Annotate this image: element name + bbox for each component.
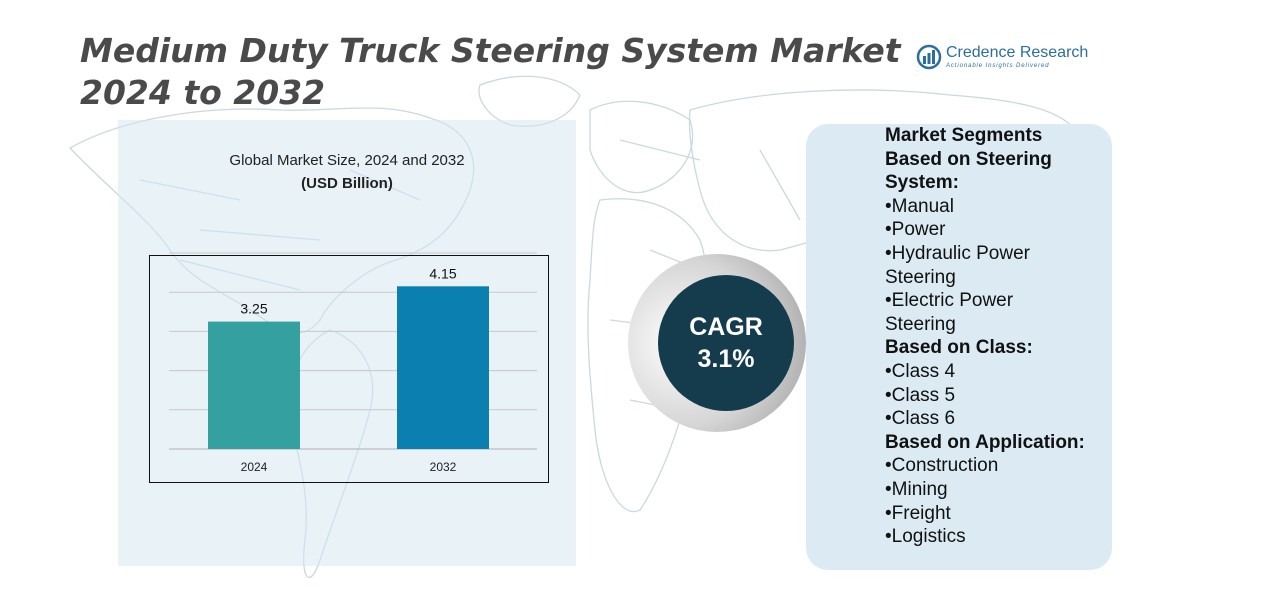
segment-item: •Class 5 bbox=[885, 384, 956, 406]
segment-heading: Based on Class: bbox=[885, 337, 1033, 359]
segment-item: •Freight bbox=[885, 502, 951, 524]
segment-heading: Market Segments bbox=[885, 125, 1043, 146]
brand-name: Credence Research bbox=[946, 44, 1089, 61]
chart-subtitle: (USD Billion) bbox=[301, 175, 393, 192]
segment-item: •Mining bbox=[885, 478, 948, 500]
bar-2032 bbox=[397, 286, 489, 449]
segment-item: •Class 4 bbox=[885, 360, 956, 382]
chart-title: Global Market Size, 2024 and 2032 bbox=[229, 152, 465, 169]
bar-2024 bbox=[208, 321, 300, 449]
segment-item: •Manual bbox=[885, 195, 954, 217]
bar-chart: 3.25 2024 4.15 2032 bbox=[169, 252, 537, 474]
bar-chart-logo-icon bbox=[916, 44, 942, 70]
segment-heading: Based on Steering bbox=[885, 148, 1052, 170]
segment-item: Steering bbox=[885, 313, 956, 335]
segments-panel bbox=[806, 124, 1112, 570]
x-tick-label: 2032 bbox=[430, 460, 457, 474]
segment-item: •Class 6 bbox=[885, 408, 956, 430]
segment-item: •Electric Power bbox=[885, 290, 1014, 312]
x-tick-label: 2024 bbox=[241, 460, 268, 474]
segment-item: •Hydraulic Power bbox=[885, 242, 1030, 264]
cagr-label: CAGR bbox=[689, 313, 763, 341]
segment-item: •Logistics bbox=[885, 526, 966, 548]
segment-item: •Construction bbox=[885, 455, 999, 477]
segment-heading: System: bbox=[885, 172, 959, 194]
chart-panel bbox=[118, 120, 576, 566]
brand-tagline: Actionable Insights Delivered bbox=[946, 63, 1050, 69]
page-title: Medium Duty Truck Steering System Market… bbox=[80, 31, 901, 112]
cagr-value: 3.1% bbox=[697, 345, 755, 373]
cagr-badge: CAGR 3.1% bbox=[658, 275, 794, 411]
data-label-2024: 3.25 bbox=[240, 301, 267, 317]
segment-item: Steering bbox=[885, 266, 956, 288]
segments-list: Market Segments Based on Steering System: •… bbox=[885, 124, 1105, 549]
segment-item: •Power bbox=[885, 219, 946, 241]
data-label-2032: 4.15 bbox=[429, 265, 456, 281]
chart-frame bbox=[149, 255, 549, 483]
segment-heading: Based on Application: bbox=[885, 431, 1085, 453]
brand-logo: Credence Research Actionable Insights De… bbox=[916, 44, 1096, 72]
